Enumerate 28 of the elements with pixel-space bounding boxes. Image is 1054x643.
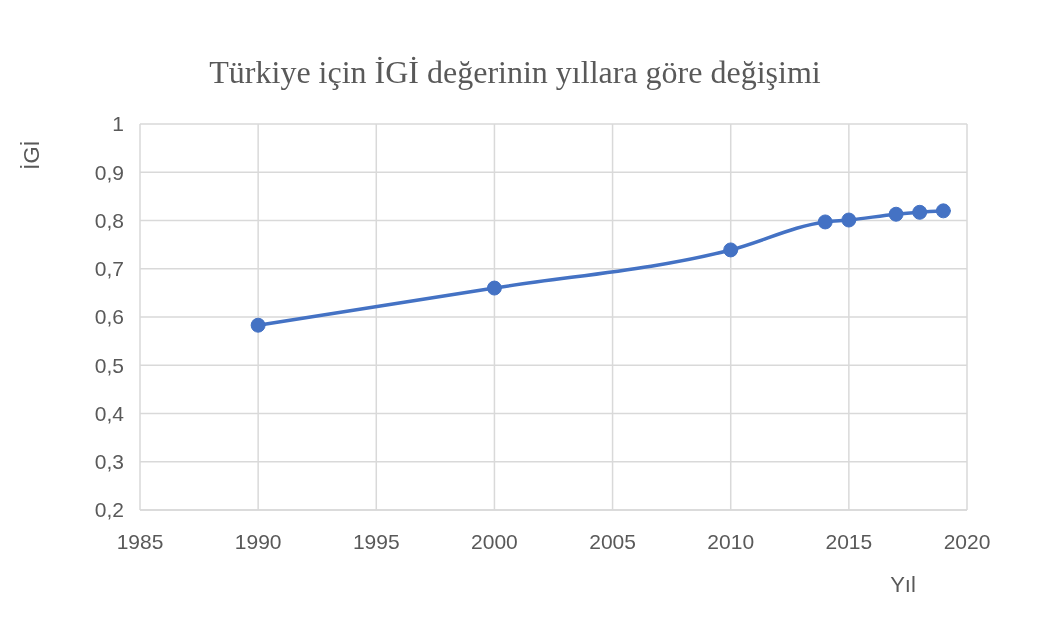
- x-tick-label: 2020: [943, 529, 991, 553]
- y-tick-label: 0,4: [94, 401, 125, 425]
- y-tick-label: 0,9: [94, 160, 124, 184]
- point: [486, 280, 502, 296]
- y-tick-label: 0,3: [94, 450, 124, 474]
- y-tick-label: 0,2: [94, 498, 124, 522]
- point: [723, 242, 739, 258]
- y-tick-label: 0,5: [94, 353, 124, 377]
- point: [250, 317, 266, 333]
- point: [817, 214, 833, 230]
- y-axis-title: İGİ: [19, 140, 45, 170]
- x-tick-label: 2005: [589, 529, 636, 553]
- point: [912, 204, 928, 220]
- y-tick-label: 0,8: [94, 208, 124, 232]
- y-tick-label: 0,7: [94, 257, 124, 281]
- point: [888, 206, 904, 222]
- x-axis-title: Yıl: [890, 572, 916, 598]
- x-tick-label: 1990: [234, 529, 282, 553]
- point: [841, 212, 857, 228]
- x-tick-label: 1995: [352, 529, 400, 553]
- y-tick-label: 1: [112, 112, 124, 136]
- x-tick-label: 1985: [116, 529, 164, 553]
- chart-title: Türkiye için İGİ değerinin yıllara göre değişimi: [209, 53, 821, 91]
- y-tick-label: 0,6: [94, 305, 124, 329]
- x-tick-label: 2015: [825, 529, 873, 553]
- x-tick-label: 2000: [471, 529, 518, 553]
- point: [935, 203, 951, 219]
- x-tick-label: 2010: [707, 529, 755, 553]
